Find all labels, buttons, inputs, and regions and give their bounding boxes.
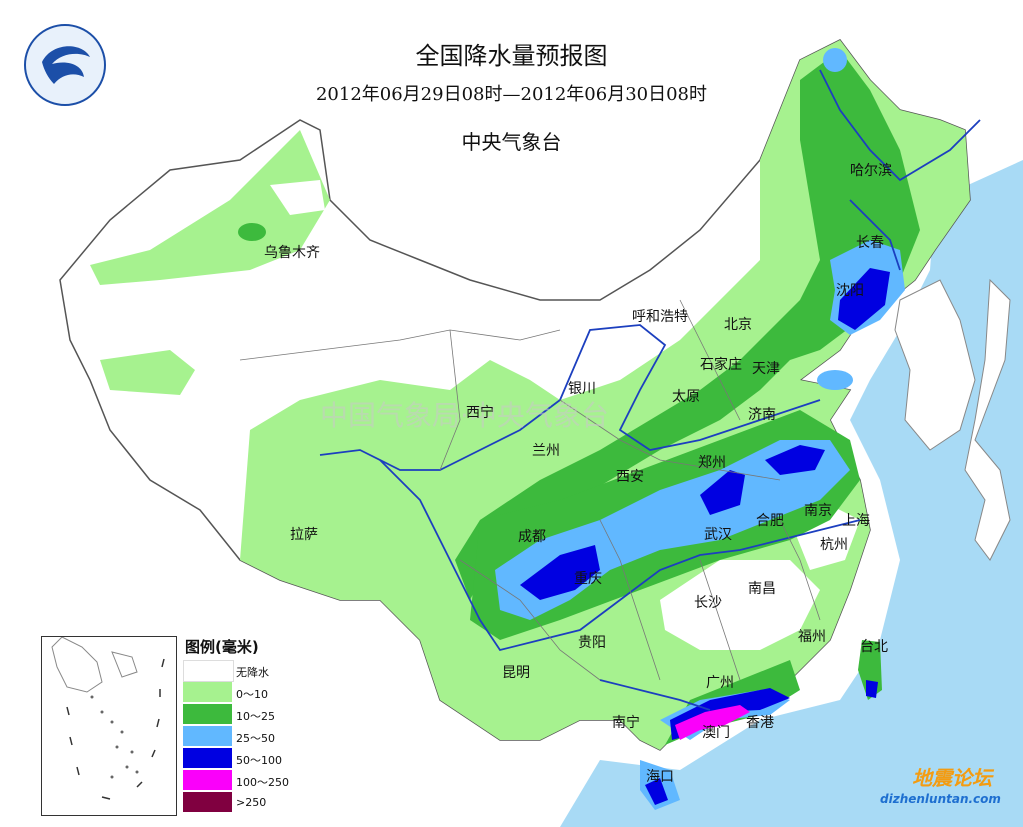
legend-swatch: [183, 726, 232, 746]
legend-label: 无降水: [236, 666, 269, 679]
city-label-zhengzhou: 郑州: [698, 455, 726, 471]
korea-peninsula: [894, 279, 976, 451]
rain-50-100-zones: [520, 268, 890, 805]
city-label-lanzhou: 兰州: [532, 443, 560, 459]
legend-swatch: [183, 704, 232, 724]
city-label-xian: 西安: [616, 469, 644, 485]
city-label-taiyuan: 太原: [672, 389, 700, 405]
city-label-fuzhou: 福州: [798, 629, 826, 645]
city-label-urumqi: 乌鲁木齐: [264, 245, 320, 261]
city-label-shanghai: 上海: [842, 513, 870, 529]
south-china-sea-inset: [41, 636, 177, 816]
legend-label: 25～50: [236, 732, 275, 745]
city-label-xining: 西宁: [466, 405, 494, 421]
city-label-guiyang: 贵阳: [578, 635, 606, 651]
city-label-tianjin: 天津: [752, 361, 780, 377]
city-label-wuhan: 武汉: [704, 527, 732, 543]
legend-swatch: [183, 792, 232, 812]
city-label-chongqing: 重庆: [574, 571, 602, 587]
legend-label: 0～10: [236, 688, 268, 701]
legend-label: 100～250: [236, 776, 289, 789]
legend-label: >250: [236, 796, 267, 809]
city-label-lhasa: 拉萨: [290, 527, 318, 543]
city-label-xianggang: 香港: [746, 715, 774, 731]
city-label-guangzhou: 广州: [706, 675, 734, 691]
city-label-jinan: 济南: [748, 407, 776, 423]
legend-label: 50～100: [236, 754, 282, 767]
city-label-aomen: 澳门: [702, 725, 730, 741]
city-label-shenyang: 沈阳: [836, 283, 864, 299]
legend-title: 图例(毫米): [185, 638, 259, 656]
province-borders: [239, 299, 821, 681]
city-label-beijing: 北京: [724, 317, 752, 333]
city-label-haikou: 海口: [646, 769, 674, 785]
corner-brand-url: dizhenluntan.com: [880, 792, 1001, 806]
legend-label: 10～25: [236, 710, 275, 723]
legend-swatch: [183, 748, 232, 768]
city-label-yinchuan: 银川: [568, 381, 596, 397]
legend-swatch: [183, 770, 232, 790]
city-label-changsha: 长沙: [694, 595, 722, 611]
agency-name: 中央气象台: [461, 130, 562, 154]
city-label-taibei: 台北: [860, 639, 888, 655]
map-title: 全国降水量预报图: [415, 42, 608, 70]
legend-swatch: [183, 682, 232, 702]
city-label-changchun: 长春: [856, 235, 884, 251]
city-label-nanning: 南宁: [612, 715, 640, 731]
city-label-kunming: 昆明: [502, 665, 530, 681]
city-label-harbin: 哈尔滨: [850, 163, 892, 179]
cma-logo-icon: [24, 24, 106, 106]
inset-map: [51, 636, 165, 800]
date-range: 2012年06月29日08时—2012年06月30日08时: [315, 84, 708, 105]
city-label-chengdu: 成都: [518, 529, 546, 545]
rain-100-250-zone: [675, 705, 750, 740]
corner-brand-name: 地震论坛: [912, 766, 992, 790]
legend-swatch: [183, 660, 234, 682]
city-label-shijiazhuang: 石家庄: [700, 357, 742, 373]
city-label-nanjing: 南京: [804, 503, 832, 519]
rivers: [319, 69, 981, 711]
watermark-text: 中国气象局·中央气象台: [320, 399, 609, 432]
city-label-hangzhou: 杭州: [820, 537, 848, 553]
city-label-hohhot: 呼和浩特: [632, 309, 688, 325]
city-label-nanchang: 南昌: [748, 581, 776, 597]
japan: [964, 278, 1011, 561]
city-label-hefei: 合肥: [756, 513, 784, 529]
